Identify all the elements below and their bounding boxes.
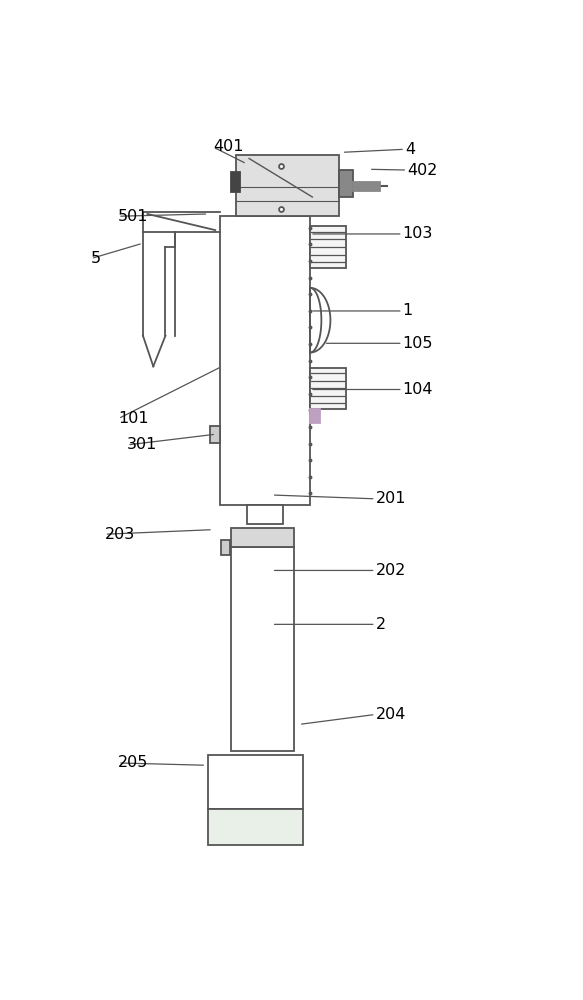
Bar bbox=[310, 226, 346, 268]
Text: 204: 204 bbox=[375, 707, 406, 722]
Bar bbox=[310, 368, 346, 409]
Text: 101: 101 bbox=[118, 411, 149, 426]
Bar bbox=[353, 182, 380, 191]
Text: 402: 402 bbox=[407, 163, 438, 178]
Bar bbox=[221, 540, 230, 555]
Bar bbox=[236, 155, 339, 216]
Bar bbox=[220, 216, 310, 505]
Text: 104: 104 bbox=[403, 382, 433, 397]
Bar bbox=[210, 426, 220, 443]
Bar bbox=[209, 809, 303, 845]
Bar bbox=[231, 172, 240, 192]
Text: 501: 501 bbox=[118, 209, 149, 224]
Text: 203: 203 bbox=[104, 527, 135, 542]
Text: 301: 301 bbox=[127, 437, 157, 452]
Text: 205: 205 bbox=[118, 755, 149, 770]
Text: 2: 2 bbox=[375, 617, 386, 632]
Text: 103: 103 bbox=[403, 226, 433, 241]
Bar bbox=[247, 505, 283, 524]
Text: 1: 1 bbox=[403, 303, 413, 318]
Text: 202: 202 bbox=[375, 563, 406, 578]
Bar bbox=[231, 547, 294, 751]
Bar bbox=[310, 409, 320, 423]
Text: 201: 201 bbox=[375, 491, 406, 506]
Bar bbox=[209, 755, 303, 809]
Text: 105: 105 bbox=[403, 336, 433, 351]
Text: 401: 401 bbox=[213, 139, 244, 154]
Text: 5: 5 bbox=[91, 251, 101, 266]
Bar bbox=[339, 170, 353, 197]
Text: 4: 4 bbox=[405, 142, 415, 157]
Bar bbox=[231, 528, 294, 547]
